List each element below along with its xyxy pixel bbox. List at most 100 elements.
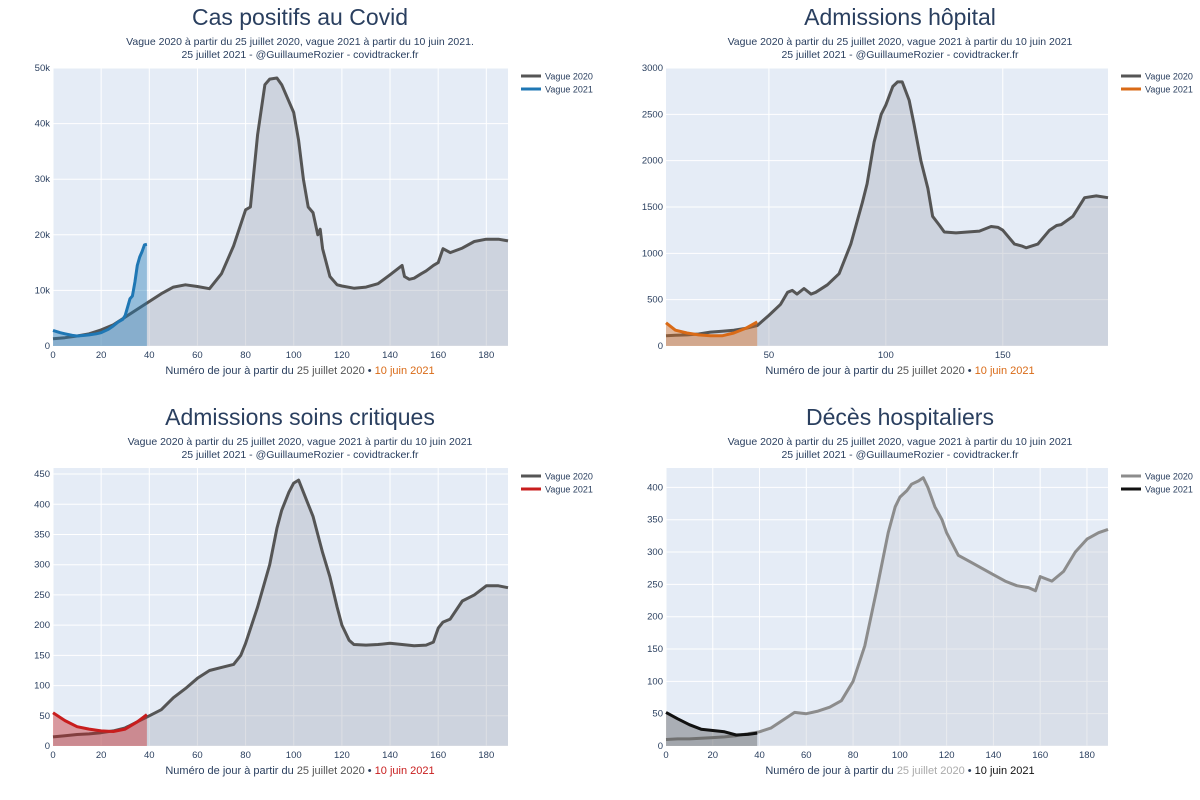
x-tick-label: 40 (144, 750, 155, 761)
y-tick-label: 400 (34, 499, 50, 510)
x-tick-label: 180 (1079, 750, 1095, 761)
series-line-2021 (665, 320, 758, 338)
x-tick-label: 40 (144, 350, 155, 361)
x-axis-label-sep: • (364, 765, 375, 777)
chart-subtitle: Vague 2020 à partir du 25 juillet 2020, … (126, 36, 474, 48)
chart-subtitle-credit: 25 juillet 2021 - @GuillaumeRozier - cov… (781, 449, 1019, 461)
chart-svg: 0 20 40 60 80 100 120 140 160 180 0 10k 20k 30k 40k 50k… (35, 63, 593, 361)
series-area-2021 (666, 712, 758, 746)
legend-label: Vague 2021 (545, 85, 593, 95)
x-axis-label-sep: • (364, 365, 375, 377)
chart-panel: Décès hospitaliers Vague 2020 à partir d… (600, 400, 1200, 800)
chart-panel: Cas positifs au Covid Vague 2020 à parti… (0, 0, 600, 400)
x-tick-label: 150 (995, 350, 1011, 361)
y-tick-label: 0 (45, 741, 50, 752)
y-tick-label: 100 (647, 676, 663, 687)
x-tick-label: 60 (192, 350, 203, 361)
chart-subtitle-credit: 25 juillet 2021 - @GuillaumeRozier - cov… (781, 49, 1019, 61)
series-line-2020 (52, 76, 509, 341)
y-tick-label: 30k (35, 174, 51, 185)
chart-svg: 0 20 40 60 80 100 120 140 160 180 0 50 100 150 200 250 3… (34, 468, 593, 761)
y-tick-label: 50 (652, 709, 663, 720)
series-line-2020 (665, 80, 1109, 338)
x-tick-label: 0 (663, 750, 668, 761)
x-tick-label: 160 (1032, 750, 1048, 761)
series-line-2021 (52, 711, 148, 733)
x-axis-label-date-2021: 10 juin 2021 (974, 365, 1035, 377)
plot-area (666, 468, 1108, 746)
x-tick-label: 80 (240, 350, 251, 361)
x-tick-label: 140 (382, 750, 398, 761)
y-tick-label: 500 (647, 295, 663, 306)
series-line-2021 (52, 242, 148, 338)
y-tick-label: 250 (34, 590, 50, 601)
x-axis-label-date-2021: 10 juin 2021 (374, 365, 435, 377)
y-tick-label: 20k (35, 230, 51, 241)
y-tick-label: 10k (35, 285, 51, 296)
legend-label: Vague 2020 (545, 472, 593, 482)
x-axis-label-date-2020: 25 juillet 2020 (296, 765, 365, 777)
x-tick-label: 160 (430, 350, 446, 361)
y-tick-label: 50k (35, 63, 51, 74)
x-tick-label: 180 (478, 750, 494, 761)
x-tick-label: 120 (334, 750, 350, 761)
x-axis-label: Numéro de jour à partir du 25 juillet 20… (0, 365, 600, 377)
x-tick-label: 0 (50, 750, 55, 761)
y-tick-label: 50 (39, 711, 50, 722)
x-tick-label: 160 (430, 750, 446, 761)
x-axis-label: Numéro de jour à partir du 25 juillet 20… (0, 765, 600, 777)
y-tick-label: 350 (34, 529, 50, 540)
x-tick-label: 100 (286, 350, 302, 361)
series-area-2021 (53, 712, 147, 746)
chart-title: Admissions soins critiques (165, 404, 435, 430)
chart-subtitle-credit: 25 juillet 2021 - @GuillaumeRozier - cov… (181, 449, 419, 461)
x-axis-label-sep: • (964, 765, 975, 777)
y-tick-label: 150 (34, 650, 50, 661)
legend-label: Vague 2021 (545, 485, 593, 495)
y-tick-label: 1000 (642, 248, 663, 259)
x-tick-label: 20 (96, 350, 107, 361)
series-area-2020 (666, 477, 1108, 746)
series-area-2020 (53, 480, 508, 746)
series-area-2020 (53, 78, 508, 346)
y-tick-label: 0 (658, 341, 663, 352)
x-tick-label: 0 (50, 350, 55, 361)
chart-panel: Admissions soins critiques Vague 2020 à … (0, 400, 600, 800)
legend-label: Vague 2020 (1145, 472, 1193, 482)
chart-title: Admissions hôpital (804, 4, 996, 30)
x-tick-label: 120 (939, 750, 955, 761)
x-axis-label-prefix: Numéro de jour à partir du (765, 765, 897, 777)
chart-panel: Admissions hôpital Vague 2020 à partir d… (600, 0, 1200, 400)
y-tick-label: 2000 (642, 156, 663, 167)
x-tick-label: 20 (707, 750, 718, 761)
y-tick-label: 1500 (642, 202, 663, 213)
x-axis-label-date-2021: 10 juin 2021 (374, 765, 435, 777)
y-tick-label: 200 (34, 620, 50, 631)
x-axis-label-prefix: Numéro de jour à partir du (165, 365, 297, 377)
x-tick-label: 100 (878, 350, 894, 361)
x-axis-label-prefix: Numéro de jour à partir du (165, 765, 297, 777)
legend-label: Vague 2020 (1145, 72, 1193, 82)
y-tick-label: 200 (647, 612, 663, 623)
x-axis-label-date-2021: 10 juin 2021 (974, 765, 1035, 777)
x-tick-label: 100 (286, 750, 302, 761)
chart-subtitle: Vague 2020 à partir du 25 juillet 2020, … (727, 436, 1073, 448)
chart-subtitle-credit: 25 juillet 2021 - @GuillaumeRozier - cov… (181, 49, 419, 61)
legend-label: Vague 2021 (1145, 85, 1193, 95)
x-tick-label: 80 (848, 750, 859, 761)
series-line-2021 (665, 711, 758, 737)
chart-subtitle: Vague 2020 à partir du 25 juillet 2020, … (127, 436, 473, 448)
y-tick-label: 300 (34, 560, 50, 571)
y-tick-label: 0 (45, 341, 50, 352)
chart-title: Décès hospitaliers (806, 404, 994, 430)
x-tick-label: 180 (478, 350, 494, 361)
x-axis-label: Numéro de jour à partir du 25 juillet 20… (600, 765, 1200, 777)
x-axis-label-prefix: Numéro de jour à partir du (765, 365, 897, 377)
x-axis-label-date-2020: 25 juillet 2020 (896, 765, 965, 777)
y-tick-label: 350 (647, 515, 663, 526)
chart-subtitle: Vague 2020 à partir du 25 juillet 2020, … (727, 36, 1073, 48)
y-tick-label: 450 (34, 469, 50, 480)
chart-title: Cas positifs au Covid (191, 4, 409, 30)
series-area-2021 (666, 321, 758, 346)
